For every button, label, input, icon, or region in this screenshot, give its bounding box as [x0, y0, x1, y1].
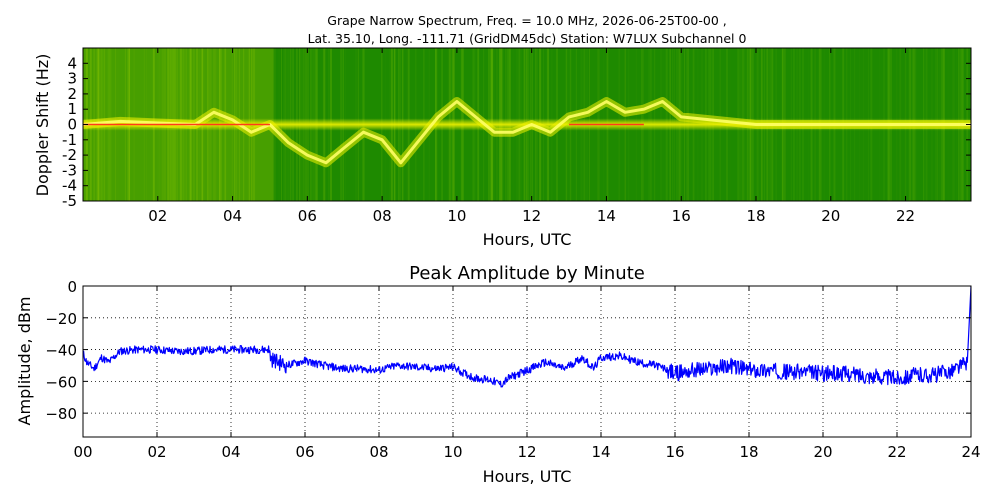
doppler-trace-core [83, 100, 971, 165]
doppler-trace [83, 97, 971, 168]
amplitude-xtick-label: 20 [813, 443, 832, 461]
amplitude-xtick-label: 24 [961, 443, 980, 461]
amplitude-xtick-label: 12 [517, 443, 536, 461]
amplitude-xtick-label: 06 [295, 443, 314, 461]
amplitude-ytick-label: −40 [45, 342, 77, 360]
spectrum-ytick-label: 3 [67, 70, 77, 88]
spectrum-ytick-label: 0 [67, 116, 77, 134]
amplitude-ytick-label: 0 [67, 278, 77, 296]
spectrogram-area [83, 48, 971, 201]
spectrum-ytick-label: 1 [67, 100, 77, 118]
amplitude-xtick-label: 18 [739, 443, 758, 461]
amplitude-xtick-label: 08 [369, 443, 388, 461]
spectrum-xtick-label: 14 [597, 207, 616, 225]
spectrum-xtick-label: 18 [746, 207, 765, 225]
spectrum-xtick-label: 02 [148, 207, 167, 225]
spectrum-ytick-label: -5 [62, 192, 77, 210]
amplitude-ytick-label: −80 [45, 405, 77, 423]
spectrum-xtick-label: 08 [373, 207, 392, 225]
spectrum-xtick-label: 04 [223, 207, 242, 225]
spectrum-title-line1: Grape Narrow Spectrum, Freq. = 10.0 MHz,… [327, 13, 726, 28]
amplitude-xtick-label: 10 [443, 443, 462, 461]
spectrum-xtick-label: 06 [298, 207, 317, 225]
spectrum-xtick-label: 16 [672, 207, 691, 225]
amplitude-x-ticks: 00 02 04 06 08 10 12 14 16 18 20 22 24 [73, 286, 981, 461]
spectrum-ytick-label: 2 [67, 85, 77, 103]
amplitude-xtick-label: 00 [73, 443, 92, 461]
spectrum-ytick-label: -1 [62, 131, 77, 149]
amplitude-y-ticks: 0 −20 −40 −60 −80 [45, 278, 971, 423]
amplitude-xtick-label: 14 [591, 443, 610, 461]
spectrum-xlabel: Hours, UTC [483, 230, 572, 249]
amplitude-xlabel: Hours, UTC [483, 467, 572, 486]
amplitude-ytick-label: −60 [45, 373, 77, 391]
amplitude-series-line [83, 286, 971, 388]
amplitude-xtick-label: 16 [665, 443, 684, 461]
spectrum-xtick-label: 10 [447, 207, 466, 225]
amplitude-xtick-label: 22 [887, 443, 906, 461]
spectrum-ytick-label: -2 [62, 146, 77, 164]
amplitude-plot-bg [83, 286, 971, 437]
amplitude-series-area [83, 286, 971, 388]
amplitude-ytick-label: −20 [45, 310, 77, 328]
spectrum-ytick-label: -4 [62, 177, 77, 195]
spectrum-xtick-label: 12 [522, 207, 541, 225]
amplitude-xtick-label: 04 [221, 443, 240, 461]
amplitude-xtick-label: 02 [147, 443, 166, 461]
spectrum-x-ticks: 02 04 06 08 10 12 14 16 18 20 22 [148, 48, 915, 225]
spectrum-title-line2: Lat. 35.10, Long. -111.71 (GridDM45dc) S… [308, 31, 747, 46]
amplitude-ylabel: Amplitude, dBm [15, 297, 34, 426]
spectrum-ylabel: Doppler Shift (Hz) [33, 54, 52, 197]
spectrum-ytick-label: 4 [67, 54, 77, 72]
spectrum-xtick-label: 20 [821, 207, 840, 225]
spectrum-xtick-label: 22 [896, 207, 915, 225]
amplitude-title: Peak Amplitude by Minute [409, 263, 645, 284]
spectrum-ytick-label: -3 [62, 161, 77, 179]
